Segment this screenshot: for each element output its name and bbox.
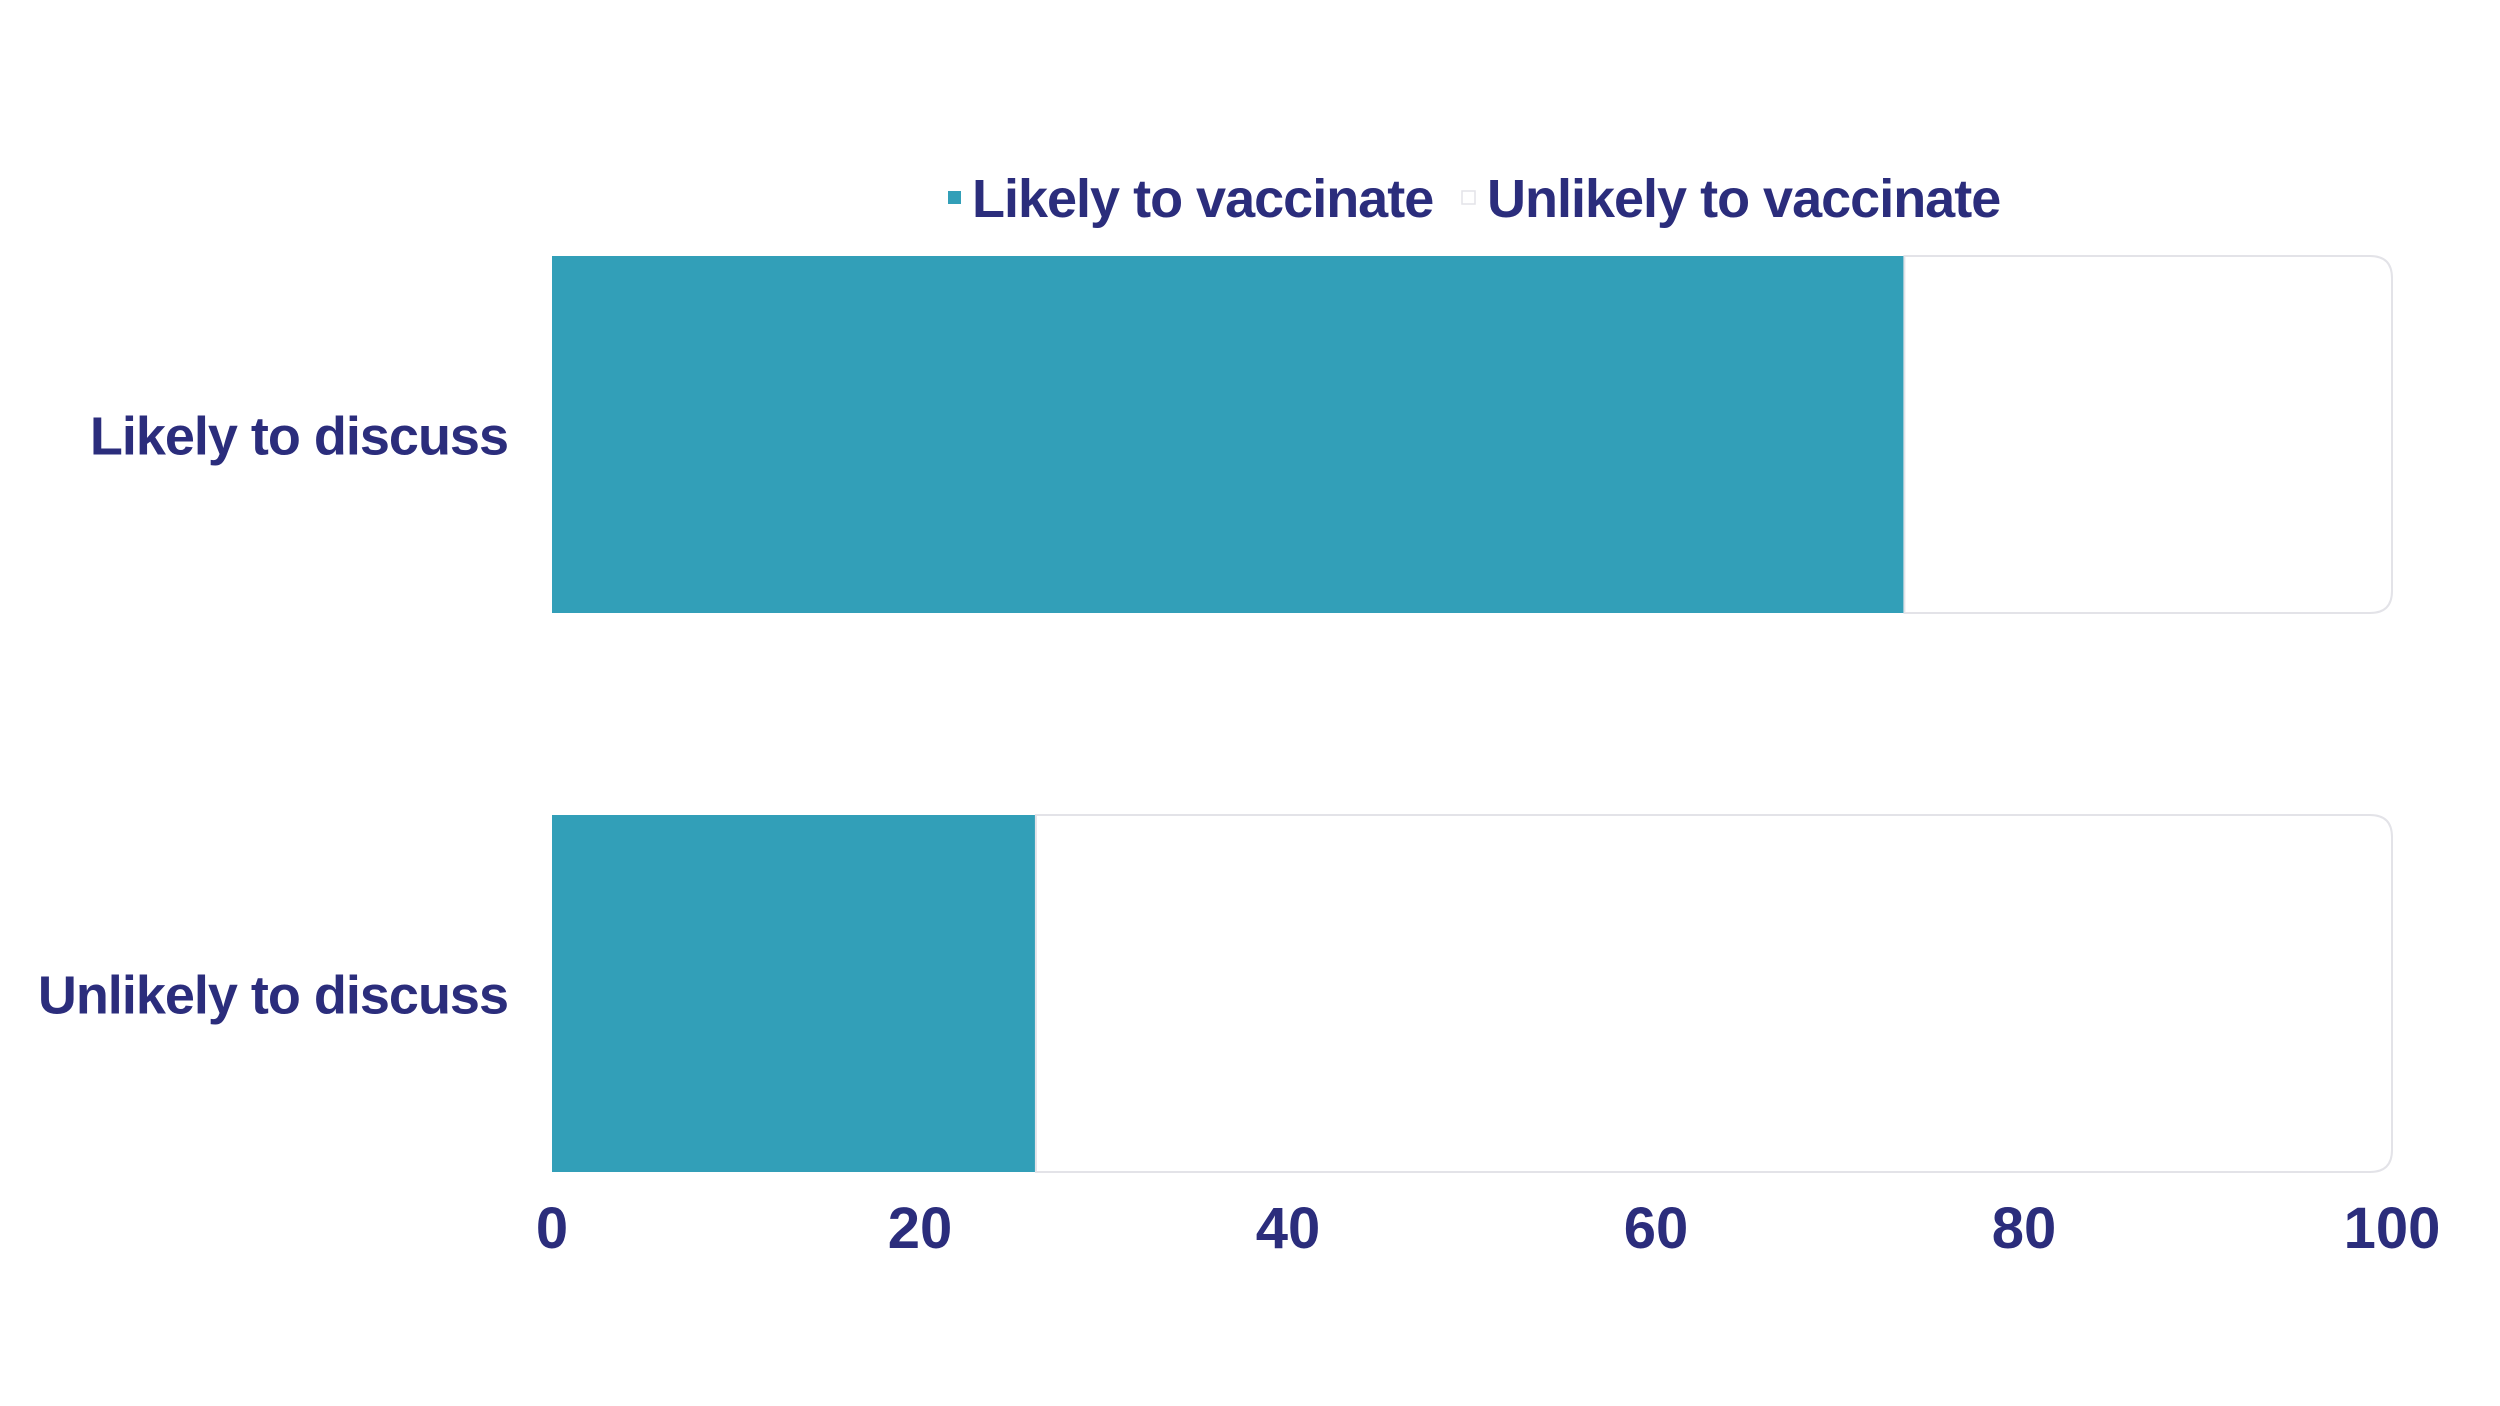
x-tick-label-6: 100 (2344, 1196, 2441, 1261)
bar-1-series-2 (1903, 255, 2393, 614)
category-label-2: Unlikely to discuss (38, 966, 508, 1026)
bar-2-series-1 (552, 815, 1036, 1172)
legend-label-1: Likely to vaccinate (972, 169, 1433, 229)
legend-label-2: Unlikely to vaccinate (1487, 169, 2000, 229)
legend-marker-1 (948, 191, 961, 204)
x-tick-label-3: 40 (1256, 1196, 1321, 1261)
legend-marker-2 (1461, 190, 1476, 205)
category-label-1: Likely to discuss (90, 407, 508, 467)
x-tick-label-4: 60 (1624, 1196, 1689, 1261)
bars (552, 255, 2393, 1173)
category-labels: Likely to discuss Unlikely to discuss (38, 407, 509, 1026)
bar-1-series-1 (552, 256, 1905, 613)
x-tick-label-1: 0 (536, 1196, 568, 1261)
bar-2-series-2 (1034, 814, 2393, 1173)
x-axis: 0 20 40 60 80 100 (536, 1196, 2441, 1261)
x-tick-label-5: 80 (1992, 1196, 2057, 1261)
x-tick-label-2: 20 (888, 1196, 953, 1261)
legend: Likely to vaccinate Unlikely to vaccinate (948, 169, 2001, 229)
